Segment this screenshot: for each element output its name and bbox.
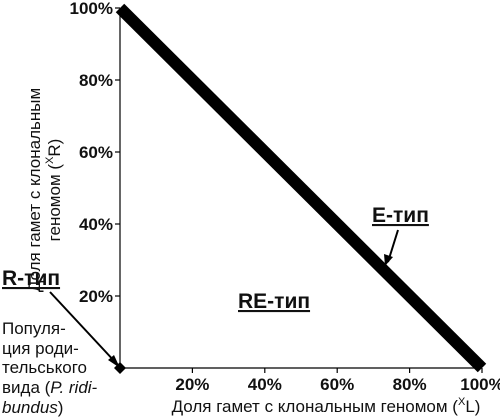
x-tick-label: 60% xyxy=(320,375,354,394)
y-label-line: геномом (XR) xyxy=(44,139,64,242)
arrow-head xyxy=(384,254,393,266)
note-italic: P. ridi- xyxy=(50,378,97,397)
note-line: вида (P. ridi- xyxy=(2,378,98,397)
e-type-label: E-тип xyxy=(372,204,429,227)
population-point xyxy=(114,362,126,374)
note-text: вида ( xyxy=(2,378,51,397)
note-text: ) xyxy=(58,398,64,417)
y-tick-label: 100% xyxy=(70,0,113,18)
y-label-end: R) xyxy=(45,139,64,157)
x-label-sup: X xyxy=(458,396,466,408)
r-type-label: R-тип xyxy=(2,267,60,290)
arrow-head xyxy=(108,355,120,368)
x-label-text: Доля гамет с клональным геномом ( xyxy=(172,397,459,416)
y-axis-label: Доля гамет с клональным геномом (XR) xyxy=(25,88,64,292)
note-line: bundus) xyxy=(2,398,63,417)
x-axis-label: Доля гамет с клональным геномом (XL) xyxy=(172,396,481,416)
y-label-sup: X xyxy=(44,156,56,164)
y-label-line: Доля гамет с клональным xyxy=(25,88,44,292)
population-note: Популя- ция роди- тельського вида (P. ri… xyxy=(2,319,98,417)
note-line: ция роди- xyxy=(2,339,79,358)
y-tick-label: 80% xyxy=(79,71,113,90)
re-type-label: RE-тип xyxy=(238,290,310,313)
x-tick-label: 100% xyxy=(460,375,500,394)
y-tick-label: 60% xyxy=(79,143,113,162)
x-tick-label: 80% xyxy=(393,375,427,394)
note-line: Популя- xyxy=(2,319,66,338)
x-label-end: L) xyxy=(465,397,480,416)
x-tick-label: 40% xyxy=(248,375,282,394)
arrow xyxy=(49,291,118,365)
y-tick-label: 20% xyxy=(79,287,113,306)
note-line: тельського xyxy=(2,358,87,377)
x-tick-label: 20% xyxy=(175,375,209,394)
y-tick-label: 40% xyxy=(79,215,113,234)
y-label-text: геномом ( xyxy=(45,164,64,242)
note-italic: bundus xyxy=(2,398,58,417)
line xyxy=(115,3,487,373)
